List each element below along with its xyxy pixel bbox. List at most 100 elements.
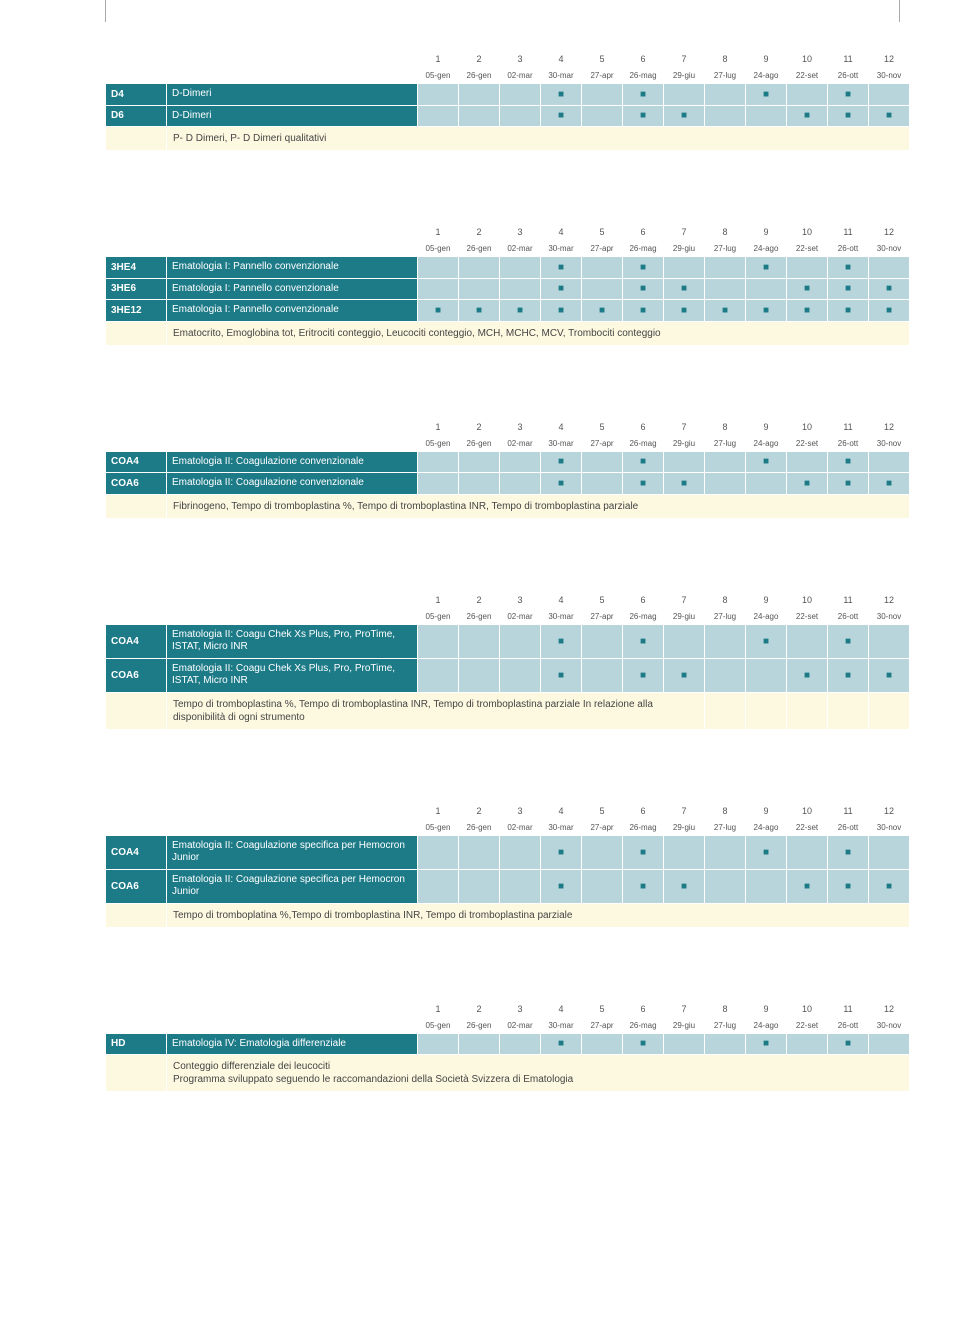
note-blank: [106, 904, 166, 927]
col-date: 22-set: [787, 436, 827, 451]
col-date: 02-mar: [500, 820, 540, 835]
empty-cell: [787, 625, 827, 658]
empty-cell: [418, 279, 458, 300]
note-text: Fibrinogeno, Tempo di tromboplastina %, …: [167, 495, 909, 518]
empty-cell: [500, 84, 540, 105]
empty-cell: [582, 452, 622, 473]
col-number: 4: [541, 592, 581, 608]
table-row: COA6Ematologia II: Coagu Chek Xs Plus, P…: [106, 659, 909, 692]
col-date: 30-nov: [869, 436, 909, 451]
header-row-numbers: 123456789101112: [106, 1001, 909, 1017]
marker-cell: [623, 106, 663, 127]
col-date: 26-mag: [623, 609, 663, 624]
col-date: 30-nov: [869, 1018, 909, 1033]
marker-cell: [541, 1034, 581, 1055]
col-date: 27-apr: [582, 1018, 622, 1033]
empty-cell: [869, 257, 909, 278]
row-code: COA4: [106, 836, 166, 869]
note-row: Ematocrito, Emoglobina tot, Eritrociti c…: [106, 322, 909, 345]
col-date: 02-mar: [500, 609, 540, 624]
col-number: 10: [787, 1001, 827, 1017]
col-number: 4: [541, 51, 581, 67]
schedule-section: 12345678910111205-gen26-gen02-mar30-mar2…: [105, 50, 900, 151]
empty-cell: [746, 870, 786, 903]
header-row-numbers: 123456789101112: [106, 224, 909, 240]
empty-cell: [500, 625, 540, 658]
col-number: 6: [623, 51, 663, 67]
note-text: Conteggio differenziale dei leucociti Pr…: [167, 1055, 909, 1091]
col-number: 2: [459, 1001, 499, 1017]
col-date: 26-mag: [623, 68, 663, 83]
row-description: D-Dimeri: [167, 84, 417, 105]
col-date: 26-ott: [828, 436, 868, 451]
col-date: 26-gen: [459, 436, 499, 451]
marker-cell: [828, 300, 868, 321]
col-date: 24-ago: [746, 1018, 786, 1033]
empty-cell: [705, 257, 745, 278]
col-date: 26-gen: [459, 68, 499, 83]
crop-mark: [899, 0, 900, 22]
note-blank: [106, 322, 166, 345]
empty-cell: [582, 473, 622, 494]
col-number: 2: [459, 51, 499, 67]
col-date: 24-ago: [746, 820, 786, 835]
empty-cell: [459, 106, 499, 127]
row-code: COA4: [106, 452, 166, 473]
schedule-section: 12345678910111205-gen26-gen02-mar30-mar2…: [105, 418, 900, 519]
note-text: P- D Dimeri, P- D Dimeri qualitativi: [167, 127, 909, 150]
marker-cell: [541, 836, 581, 869]
note-pad: [787, 693, 827, 729]
marker-cell: [828, 84, 868, 105]
schedule-table: 12345678910111205-gen26-gen02-mar30-mar2…: [105, 418, 910, 519]
empty-cell: [500, 106, 540, 127]
marker-cell: [828, 659, 868, 692]
table-row: COA4Ematologia II: Coagu Chek Xs Plus, P…: [106, 625, 909, 658]
col-date: 26-ott: [828, 609, 868, 624]
marker-cell: [869, 279, 909, 300]
table-row: D4D-Dimeri: [106, 84, 909, 105]
schedule-section: 12345678910111205-gen26-gen02-mar30-mar2…: [105, 802, 900, 928]
empty-cell: [582, 84, 622, 105]
empty-cell: [418, 1034, 458, 1055]
empty-cell: [459, 1034, 499, 1055]
col-date: 30-mar: [541, 1018, 581, 1033]
col-number: 8: [705, 803, 745, 819]
col-number: 9: [746, 592, 786, 608]
col-number: 5: [582, 1001, 622, 1017]
col-number: 8: [705, 419, 745, 435]
schedule-section: 12345678910111205-gen26-gen02-mar30-mar2…: [105, 591, 900, 730]
empty-cell: [418, 473, 458, 494]
marker-cell: [828, 473, 868, 494]
empty-cell: [787, 257, 827, 278]
empty-cell: [664, 257, 704, 278]
col-date: 30-nov: [869, 609, 909, 624]
col-date: 30-mar: [541, 820, 581, 835]
table-row: COA4Ematologia II: Coagulazione convenzi…: [106, 452, 909, 473]
col-date: 24-ago: [746, 436, 786, 451]
empty-cell: [459, 659, 499, 692]
col-date: 02-mar: [500, 68, 540, 83]
empty-cell: [705, 1034, 745, 1055]
empty-cell: [418, 452, 458, 473]
row-code: COA6: [106, 870, 166, 903]
empty-cell: [582, 257, 622, 278]
col-number: 11: [828, 51, 868, 67]
col-number: 11: [828, 592, 868, 608]
col-date: 26-gen: [459, 820, 499, 835]
col-date: 30-mar: [541, 68, 581, 83]
col-date: 02-mar: [500, 241, 540, 256]
marker-cell: [541, 106, 581, 127]
col-number: 6: [623, 1001, 663, 1017]
marker-cell: [787, 473, 827, 494]
col-number: 10: [787, 224, 827, 240]
col-date: 22-set: [787, 241, 827, 256]
col-date: 26-ott: [828, 68, 868, 83]
col-number: 2: [459, 224, 499, 240]
col-date: 22-set: [787, 820, 827, 835]
empty-cell: [459, 452, 499, 473]
col-number: 1: [418, 1001, 458, 1017]
col-number: 10: [787, 803, 827, 819]
col-number: 2: [459, 803, 499, 819]
marker-cell: [623, 257, 663, 278]
col-number: 12: [869, 224, 909, 240]
